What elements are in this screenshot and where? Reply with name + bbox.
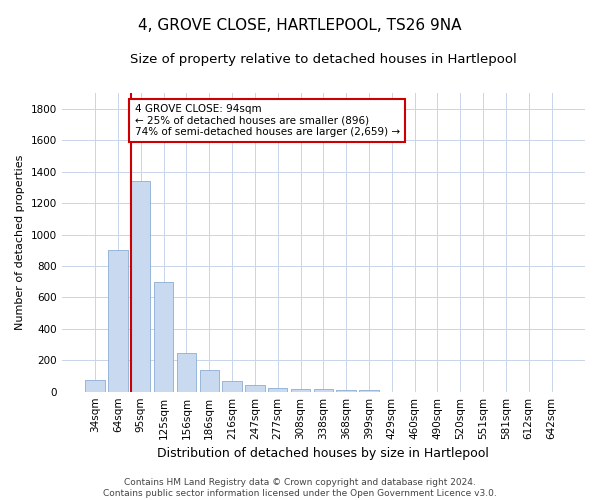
Text: 4 GROVE CLOSE: 94sqm
← 25% of detached houses are smaller (896)
74% of semi-deta: 4 GROVE CLOSE: 94sqm ← 25% of detached h…	[134, 104, 400, 138]
Bar	[223, 380, 242, 392]
Bar	[337, 390, 356, 392]
Bar	[291, 388, 310, 392]
Bar	[268, 388, 287, 392]
Title: Size of property relative to detached houses in Hartlepool: Size of property relative to detached ho…	[130, 52, 517, 66]
Bar	[108, 250, 128, 392]
Y-axis label: Number of detached properties: Number of detached properties	[15, 154, 25, 330]
Bar	[359, 390, 379, 392]
Bar	[131, 181, 151, 392]
Bar	[85, 380, 105, 392]
Bar	[314, 390, 333, 392]
X-axis label: Distribution of detached houses by size in Hartlepool: Distribution of detached houses by size …	[157, 447, 489, 460]
Bar	[177, 353, 196, 392]
Text: Contains HM Land Registry data © Crown copyright and database right 2024.
Contai: Contains HM Land Registry data © Crown c…	[103, 478, 497, 498]
Text: 4, GROVE CLOSE, HARTLEPOOL, TS26 9NA: 4, GROVE CLOSE, HARTLEPOOL, TS26 9NA	[138, 18, 462, 32]
Bar	[245, 384, 265, 392]
Bar	[154, 282, 173, 392]
Bar	[200, 370, 219, 392]
